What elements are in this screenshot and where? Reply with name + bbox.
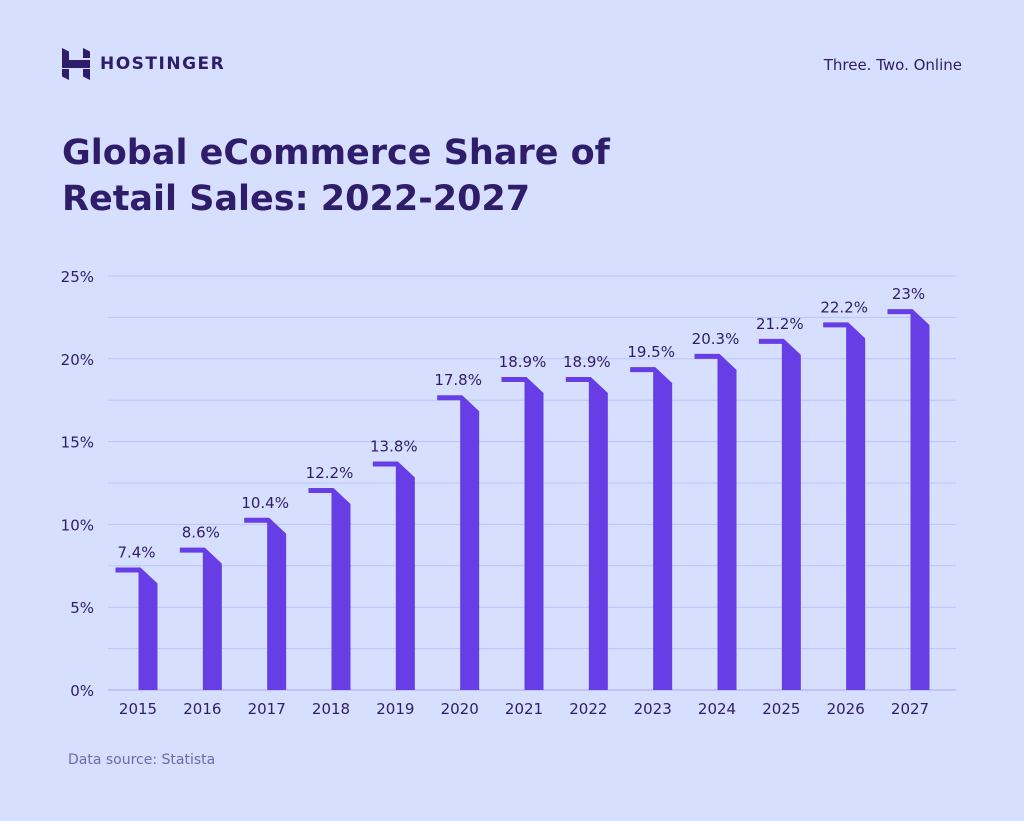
x-tick-label: 2023 — [634, 700, 672, 718]
bar-2027 — [887, 309, 930, 690]
data-label: 8.6% — [182, 524, 220, 542]
data-label: 17.8% — [434, 371, 482, 389]
bar-2022 — [565, 377, 608, 690]
data-label: 22.2% — [820, 298, 868, 316]
x-tick-label: 2026 — [827, 700, 865, 718]
data-label: 7.4% — [117, 543, 155, 561]
data-label: 18.9% — [499, 353, 547, 371]
bar-2019 — [372, 461, 415, 690]
y-tick-label: 25% — [61, 268, 94, 286]
bar-2016 — [179, 547, 222, 690]
y-tick-label: 10% — [61, 516, 94, 534]
bar-2025 — [758, 338, 801, 690]
x-tick-label: 2020 — [441, 700, 479, 718]
x-tick-label: 2018 — [312, 700, 350, 718]
data-label: 23% — [892, 285, 925, 303]
hostinger-h-icon — [62, 48, 90, 80]
y-tick-label: 5% — [70, 599, 94, 617]
brand-name: HOSTINGER — [100, 54, 226, 74]
data-label: 21.2% — [756, 315, 804, 333]
x-tick-label: 2016 — [183, 700, 221, 718]
bar-2018 — [308, 487, 351, 690]
x-tick-label: 2015 — [119, 700, 157, 718]
bar-2024 — [694, 353, 737, 690]
x-tick-label: 2025 — [762, 700, 800, 718]
chart-title: Global eCommerce Share of Retail Sales: … — [62, 133, 610, 219]
data-label: 12.2% — [306, 464, 354, 482]
data-label: 20.3% — [692, 330, 740, 348]
data-label: 19.5% — [627, 343, 675, 361]
data-source: Data source: Statista — [68, 752, 216, 768]
x-tick-label: 2017 — [248, 700, 286, 718]
x-tick-label: 2027 — [891, 700, 929, 718]
data-label: 18.9% — [563, 353, 611, 371]
x-tick-label: 2019 — [376, 700, 414, 718]
y-tick-label: 20% — [61, 351, 94, 369]
bar-2023 — [630, 367, 673, 690]
x-tick-label: 2024 — [698, 700, 736, 718]
tagline: Three. Two. Online — [823, 56, 962, 74]
x-tick-label: 2021 — [505, 700, 543, 718]
bar-2015 — [115, 567, 158, 690]
y-tick-label: 0% — [70, 682, 94, 700]
bar-2017 — [244, 517, 287, 690]
bar-2021 — [501, 377, 544, 690]
y-tick-label: 15% — [61, 434, 94, 452]
hostinger-logo: HOSTINGER — [62, 48, 225, 80]
x-tick-label: 2022 — [569, 700, 607, 718]
data-label: 13.8% — [370, 437, 418, 455]
bar-2026 — [823, 322, 866, 690]
bar-2020 — [437, 395, 480, 690]
data-label: 10.4% — [241, 494, 289, 512]
